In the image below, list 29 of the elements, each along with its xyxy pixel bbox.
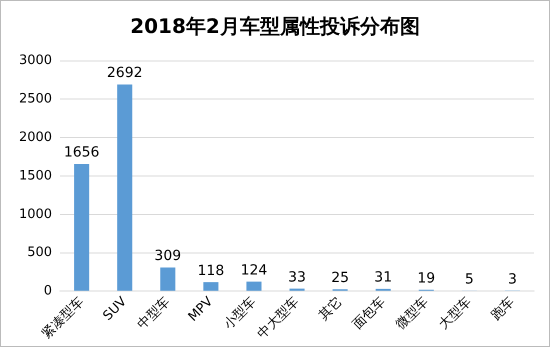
bar: [117, 84, 132, 291]
data-label: 2692: [106, 65, 143, 82]
y-tick-label: 2000: [18, 130, 52, 145]
x-tick-label: 微型车: [393, 294, 432, 333]
x-tick-label: 跑车: [488, 294, 518, 324]
x-tick-label: 其它: [316, 294, 346, 324]
bar: [160, 267, 176, 291]
x-tick-label: 大型车: [436, 294, 475, 333]
x-tick-label: 面包车: [350, 294, 388, 333]
data-label: 31: [374, 269, 392, 286]
chart-title: 2018年2月车型属性投诉分布图: [129, 13, 421, 40]
data-label: 1656: [64, 144, 100, 161]
data-label: 5: [464, 271, 474, 288]
data-label: 19: [417, 270, 436, 286]
data-label: 118: [198, 262, 224, 279]
bar: [203, 282, 218, 291]
data-label: 33: [288, 269, 306, 286]
y-tick-label: 1500: [18, 168, 52, 184]
data-label: 25: [331, 270, 350, 286]
x-tick-label: 中型车: [134, 294, 174, 333]
y-tick-label: 500: [27, 245, 52, 260]
bar: [246, 282, 262, 291]
y-tick-label: 2500: [18, 92, 52, 107]
y-tick-label: 1000: [18, 206, 52, 222]
data-label: 124: [240, 262, 268, 278]
y-tick-label: 3000: [18, 53, 52, 68]
data-label: 309: [154, 248, 182, 264]
bar: [74, 164, 90, 291]
data-label: 3: [508, 272, 517, 288]
